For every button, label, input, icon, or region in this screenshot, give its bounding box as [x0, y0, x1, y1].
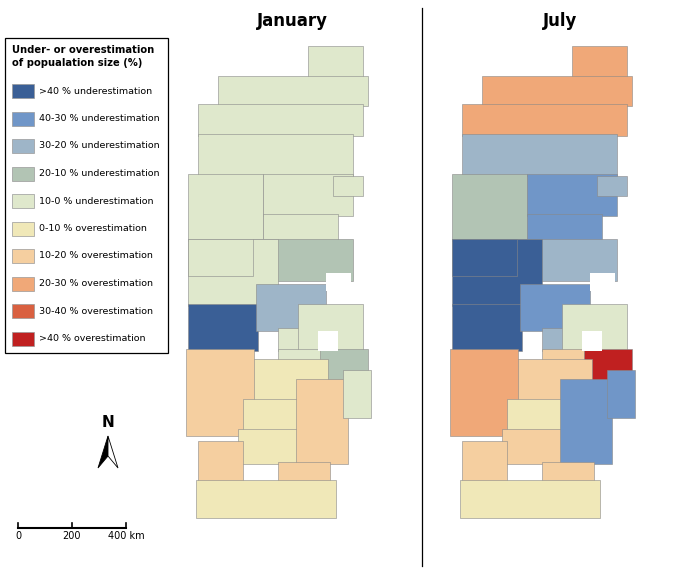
Bar	[296, 379, 348, 464]
Text: 0-10 % overestimation: 0-10 % overestimation	[39, 224, 147, 233]
Bar	[520, 284, 590, 331]
Bar	[582, 349, 632, 381]
Text: 0: 0	[15, 531, 21, 541]
Bar	[12, 111, 34, 126]
Text: 20-10 % underestimation: 20-10 % underestimation	[39, 169, 160, 178]
Bar	[333, 176, 363, 196]
Bar	[527, 174, 617, 216]
Bar	[256, 284, 326, 331]
Bar	[308, 46, 363, 78]
Bar	[542, 328, 597, 351]
Bar	[502, 429, 567, 464]
Bar	[188, 304, 258, 351]
Bar	[482, 76, 632, 106]
Bar	[12, 84, 34, 98]
Polygon shape	[98, 436, 108, 468]
Bar	[263, 174, 353, 216]
Text: N: N	[101, 415, 114, 430]
Bar	[243, 399, 315, 431]
Bar	[278, 462, 330, 488]
Bar	[188, 174, 263, 241]
Bar	[198, 134, 353, 176]
Bar	[12, 304, 34, 318]
Bar	[198, 441, 243, 481]
Bar	[278, 328, 333, 351]
Bar	[607, 370, 635, 418]
Bar	[253, 239, 353, 281]
Text: 10-20 % overestimation: 10-20 % overestimation	[39, 251, 153, 261]
Text: July: July	[543, 12, 577, 30]
Text: >40 % overestimation: >40 % overestimation	[39, 334, 145, 343]
Bar	[462, 441, 507, 481]
Bar	[562, 304, 627, 351]
Bar	[542, 349, 584, 381]
Bar	[278, 349, 320, 381]
Bar	[198, 104, 363, 136]
Bar	[5, 38, 168, 353]
Bar	[450, 349, 518, 436]
Text: Under- or overestimation
of popualation size (%): Under- or overestimation of popualation …	[12, 45, 154, 68]
Bar	[186, 349, 254, 436]
Bar	[12, 332, 34, 346]
Bar	[452, 239, 517, 276]
Bar	[572, 46, 627, 78]
Bar	[560, 379, 612, 464]
Bar	[502, 359, 592, 401]
Bar	[12, 194, 34, 208]
Bar	[452, 304, 522, 351]
Bar	[462, 104, 627, 136]
Text: January: January	[256, 12, 327, 30]
Bar	[597, 176, 627, 196]
Bar	[318, 331, 338, 351]
Text: 200: 200	[63, 531, 82, 541]
Bar	[460, 480, 600, 518]
Text: 10-0 % underestimation: 10-0 % underestimation	[39, 196, 153, 205]
Bar	[542, 462, 594, 488]
Bar	[188, 239, 253, 276]
Bar	[452, 174, 527, 241]
Bar	[507, 399, 579, 431]
Text: 20-30 % overestimation: 20-30 % overestimation	[39, 279, 153, 288]
Bar	[12, 249, 34, 263]
Bar	[263, 214, 338, 241]
Bar	[582, 331, 602, 351]
Polygon shape	[108, 436, 118, 468]
Bar	[188, 239, 278, 306]
Bar	[218, 76, 368, 106]
Bar	[343, 370, 371, 418]
Bar	[590, 273, 615, 291]
Text: 400 km: 400 km	[108, 531, 145, 541]
Text: 30-20 % underestimation: 30-20 % underestimation	[39, 142, 160, 150]
Bar	[238, 429, 303, 464]
Bar	[527, 214, 602, 241]
Bar	[196, 480, 336, 518]
Bar	[318, 349, 368, 381]
Bar	[12, 222, 34, 235]
Text: 30-40 % overestimation: 30-40 % overestimation	[39, 307, 153, 316]
Text: >40 % underestimation: >40 % underestimation	[39, 87, 152, 95]
Bar	[12, 277, 34, 290]
Text: 40-30 % underestimation: 40-30 % underestimation	[39, 114, 160, 123]
Bar	[238, 359, 328, 401]
Bar	[326, 273, 351, 291]
Bar	[12, 139, 34, 153]
Bar	[517, 239, 617, 281]
Bar	[298, 304, 363, 351]
Bar	[12, 166, 34, 180]
Bar	[452, 239, 542, 306]
Bar	[462, 134, 617, 176]
